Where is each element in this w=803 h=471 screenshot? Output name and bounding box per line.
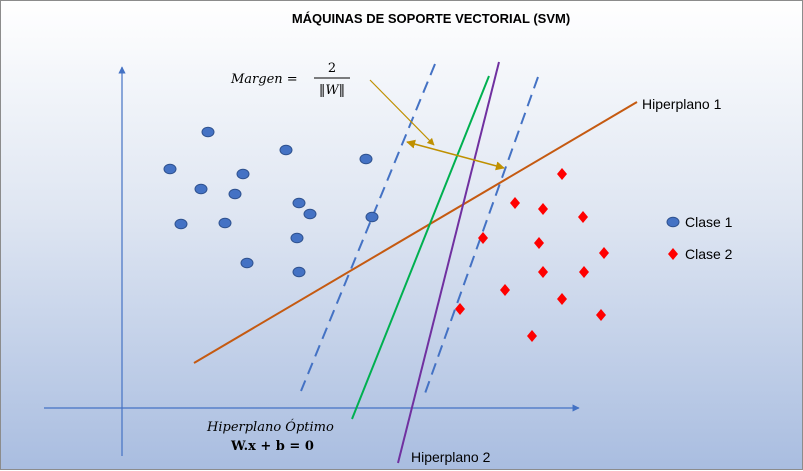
margin-formula-numerator: 2: [328, 61, 336, 76]
class-1-point: [292, 266, 306, 278]
class-2-point: [596, 309, 606, 321]
class-2-points: [455, 168, 609, 342]
class-1-point: [279, 144, 293, 156]
class-1-point: [365, 211, 379, 223]
class-1-point: [303, 208, 317, 220]
class-1-points: [163, 126, 379, 278]
class-2-point: [455, 303, 465, 315]
hyperplane-2-label: Hiperplano 2: [411, 449, 491, 465]
class-2-point: [538, 266, 548, 278]
optimal-hyperplane-line: [351, 75, 490, 420]
class-2-point: [538, 203, 548, 215]
legend: Clase 1 Clase 2: [666, 214, 733, 262]
class-2-point: [527, 330, 537, 342]
class-1-point: [359, 153, 373, 165]
class-2-point: [534, 237, 544, 249]
class-1-point: [236, 168, 250, 180]
class-2-point: [599, 247, 609, 259]
class-1-point: [292, 197, 306, 209]
class-2-point: [557, 293, 567, 305]
class-1-point: [240, 257, 254, 269]
class-1-point: [218, 217, 232, 229]
optimal-hyperplane-equation: W.x + b = 0: [230, 439, 314, 454]
legend-class-1-label: Clase 1: [685, 214, 733, 230]
class-2-point: [478, 232, 488, 244]
support-line-left: [300, 63, 436, 392]
margin-width-arrow: [406, 139, 505, 171]
class-2-point: [500, 284, 510, 296]
class-2-point: [578, 211, 588, 223]
hyperplane-1-line: [193, 101, 638, 364]
legend-class-2-marker: [668, 248, 678, 260]
legend-class-1-marker: [666, 216, 680, 228]
class-1-point: [163, 163, 177, 175]
hyperplane-1-label: Hiperplano 1: [642, 96, 722, 112]
legend-class-2-label: Clase 2: [685, 246, 733, 262]
margin-formula-lhs: Margen =: [230, 72, 298, 87]
margin-formula: Margen = 2 ‖W‖: [230, 61, 350, 98]
class-1-point: [194, 183, 208, 195]
class-1-point: [201, 126, 215, 138]
class-2-point: [579, 266, 589, 278]
diagram-title: MÁQUINAS DE SOPORTE VECTORIAL (SVM): [292, 11, 570, 26]
margin-pointer-arrow: [369, 79, 435, 146]
class-1-point: [174, 218, 188, 230]
class-1-point: [228, 188, 242, 200]
class-2-point: [557, 168, 567, 180]
optimal-hyperplane-label: Hiperplano Óptimo: [206, 418, 334, 435]
class-1-point: [290, 232, 304, 244]
margin-formula-denominator: ‖W‖: [319, 83, 345, 98]
hyperplane-2-line: [397, 61, 500, 464]
class-2-point: [510, 197, 520, 209]
